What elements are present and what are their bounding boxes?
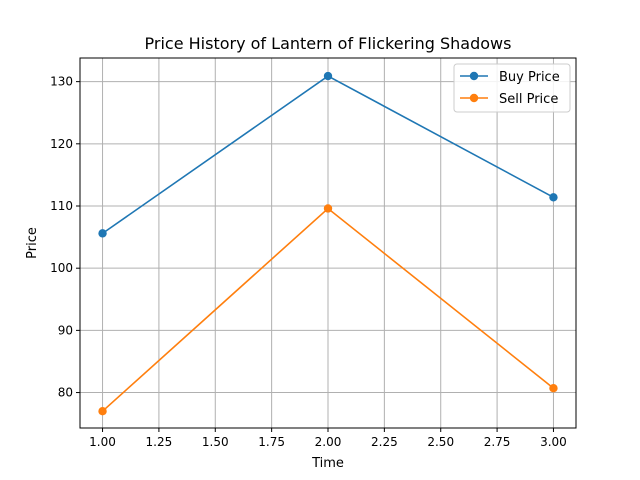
axis-ticks: 1.00 1.25 1.50 1.75 2.00 2.25 2.50 2.75 3.00 80 90… — [50, 75, 567, 449]
x-tick-label: 1.75 — [258, 435, 285, 449]
x-axis-label: Time — [311, 456, 344, 471]
sell-price-point — [549, 384, 558, 393]
sell-price-legend-label: Sell Price — [499, 92, 558, 107]
grid — [80, 58, 576, 428]
sell-price-point — [98, 407, 107, 416]
y-axis-label: Price — [25, 227, 40, 259]
y-tick-label: 120 — [50, 137, 73, 151]
buy-price-legend-label: Buy Price — [499, 70, 560, 85]
x-tick-label: 1.50 — [202, 435, 229, 449]
x-tick-label: 3.00 — [540, 435, 567, 449]
buy-price-point — [98, 229, 107, 238]
x-tick-label: 2.25 — [371, 435, 398, 449]
x-tick-label: 2.50 — [427, 435, 454, 449]
buy-price-point — [323, 71, 333, 81]
sell-price-legend-marker — [469, 93, 479, 103]
buy-price-legend-marker — [469, 71, 479, 81]
x-tick-label: 2.00 — [315, 435, 342, 449]
plot-series — [98, 71, 558, 416]
y-tick-label: 130 — [50, 75, 73, 89]
y-tick-label: 110 — [50, 199, 73, 213]
chart-title: Price History of Lantern of Flickering S… — [145, 34, 512, 53]
legend: Buy Price Sell Price — [453, 63, 571, 113]
y-tick-label: 100 — [50, 261, 73, 275]
sell-price-point — [323, 204, 333, 213]
buy-price-point — [549, 193, 558, 202]
x-tick-label: 2.75 — [484, 435, 511, 449]
y-tick-label: 80 — [58, 386, 73, 400]
x-tick-label: 1.00 — [89, 435, 116, 449]
x-tick-label: 1.25 — [146, 435, 173, 449]
y-tick-label: 90 — [58, 323, 73, 337]
